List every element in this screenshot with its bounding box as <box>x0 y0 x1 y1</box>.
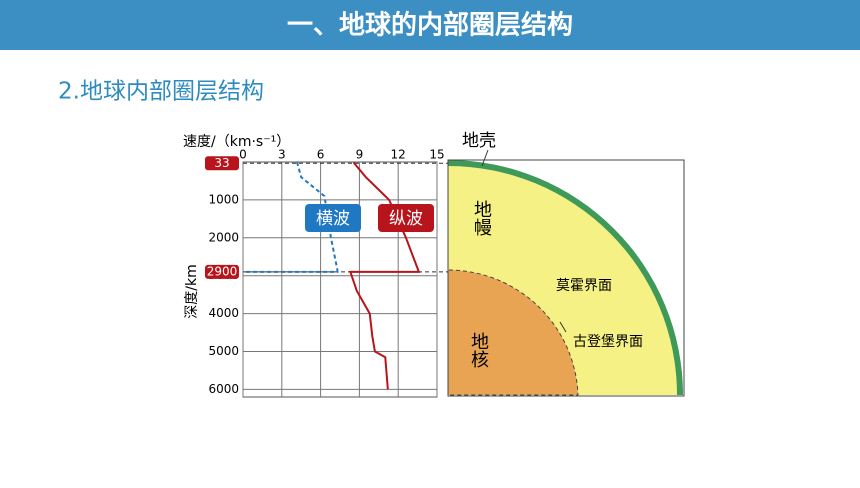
crust-pointer <box>481 149 489 167</box>
x-tick-label: 12 <box>391 148 406 162</box>
x-axis-label: 速度/（km·s⁻¹） <box>183 134 290 150</box>
header-title: 一、地球的内部圈层结构 <box>287 10 573 41</box>
header-bar <box>0 0 860 50</box>
diagram-frame <box>447 159 685 397</box>
discontinuity-label: 33 <box>214 156 229 170</box>
legend-label: 横波 <box>316 209 350 229</box>
y-tick-label: 6000 <box>208 382 239 396</box>
y-tick-label: 1000 <box>208 192 239 206</box>
x-tick-label: 6 <box>317 148 325 162</box>
x-tick-label: 3 <box>278 148 286 162</box>
moho-label: 莫霍界面 <box>556 278 612 294</box>
discontinuity-box <box>205 156 239 171</box>
core <box>447 269 579 396</box>
legend-label: 纵波 <box>389 209 423 229</box>
discontinuity-label: 2900 <box>207 264 238 278</box>
core-label: 地核 <box>468 332 489 368</box>
gutenberg-pointer <box>559 321 567 333</box>
legend-box <box>378 204 434 232</box>
gutenberg-label: 古登堡界面 <box>573 334 643 350</box>
crust-label: 地壳 <box>462 131 496 151</box>
subtitle: 2.地球内部圈层结构 <box>58 79 264 105</box>
y-axis-label: 深度/km <box>184 264 200 318</box>
discontinuity-box <box>205 264 239 279</box>
series-line <box>348 162 421 390</box>
x-tick-label: 9 <box>356 148 364 162</box>
y-tick-label: 2000 <box>208 230 239 244</box>
plot-frame <box>242 161 438 398</box>
y-tick-label: 4000 <box>208 306 239 320</box>
x-tick-label: 0 <box>239 148 247 162</box>
mantle-label: 地幔 <box>471 200 492 236</box>
y-tick-label: 5000 <box>208 344 239 358</box>
legend-box <box>305 204 361 232</box>
x-tick-label: 15 <box>429 148 444 162</box>
